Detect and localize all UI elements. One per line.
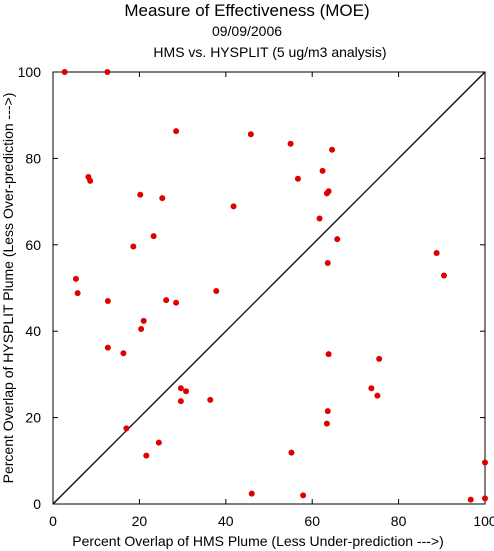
- data-point: [163, 297, 170, 304]
- x-tick-label: 40: [218, 513, 234, 529]
- data-point: [374, 392, 381, 399]
- x-tick-label: 60: [304, 513, 320, 529]
- data-point: [247, 131, 254, 138]
- data-point: [104, 69, 111, 75]
- x-axis: 0 20 40 60 80 100: [49, 72, 494, 529]
- data-point: [433, 250, 440, 257]
- data-point: [323, 420, 330, 427]
- y-tick-label: 40: [25, 323, 41, 339]
- x-tick-label: 80: [391, 513, 407, 529]
- data-point: [482, 459, 488, 466]
- data-point: [213, 288, 220, 295]
- y-tick-label: 0: [33, 496, 41, 512]
- data-point: [324, 259, 331, 266]
- y-tick-label: 100: [18, 64, 42, 80]
- data-point: [482, 495, 488, 502]
- data-point: [173, 299, 180, 306]
- data-point: [376, 355, 383, 362]
- data-point: [87, 177, 94, 184]
- data-point: [323, 190, 330, 197]
- y-tick-label: 80: [25, 150, 41, 166]
- data-point: [61, 69, 68, 75]
- data-point: [287, 140, 294, 147]
- data-point: [316, 215, 323, 222]
- data-point: [123, 425, 130, 432]
- data-point: [74, 290, 81, 297]
- data-point: [300, 492, 307, 499]
- reference-diagonal-line: [52, 71, 486, 505]
- data-point: [72, 275, 79, 282]
- data-point: [319, 167, 326, 174]
- chart-date: 09/09/2006: [212, 23, 282, 39]
- data-point: [130, 243, 137, 250]
- chart-title: Measure of Effectiveness (MOE): [124, 1, 369, 20]
- data-point: [467, 496, 474, 503]
- data-point: [173, 128, 180, 135]
- data-points: [61, 69, 488, 503]
- data-point: [104, 344, 111, 351]
- data-point: [183, 388, 190, 395]
- data-point: [294, 175, 301, 182]
- data-point: [155, 439, 162, 446]
- x-tick-label: 0: [49, 513, 57, 529]
- plot-area: [52, 71, 486, 505]
- x-axis-label: Percent Overlap of HMS Plume (Less Under…: [72, 533, 444, 549]
- data-point: [138, 326, 145, 333]
- data-point: [137, 191, 144, 198]
- data-point: [325, 351, 332, 358]
- data-point: [150, 233, 157, 240]
- chart-subtitle: HMS vs. HYSPLIT (5 ug/m3 analysis): [153, 44, 386, 60]
- data-point: [177, 398, 184, 405]
- y-tick-label: 20: [25, 410, 41, 426]
- data-point: [334, 236, 341, 243]
- data-point: [230, 203, 237, 210]
- x-tick-label: 100: [473, 513, 494, 529]
- data-point: [288, 449, 295, 456]
- data-point: [104, 297, 111, 304]
- data-point: [329, 146, 336, 153]
- data-point: [207, 396, 214, 403]
- y-axis: 0 20 40 60 80 100: [18, 64, 485, 512]
- data-point: [120, 350, 127, 357]
- data-point: [140, 317, 147, 324]
- data-point: [143, 452, 150, 459]
- data-point: [248, 490, 255, 497]
- x-tick-label: 20: [132, 513, 148, 529]
- data-point: [440, 272, 447, 279]
- y-axis-label: Percent Overlap of HYSPLIT Plume (Less O…: [0, 93, 16, 484]
- y-tick-label: 60: [25, 237, 41, 253]
- data-point: [324, 408, 331, 415]
- data-point: [159, 195, 166, 202]
- data-point: [368, 385, 375, 392]
- data-point: [177, 385, 184, 392]
